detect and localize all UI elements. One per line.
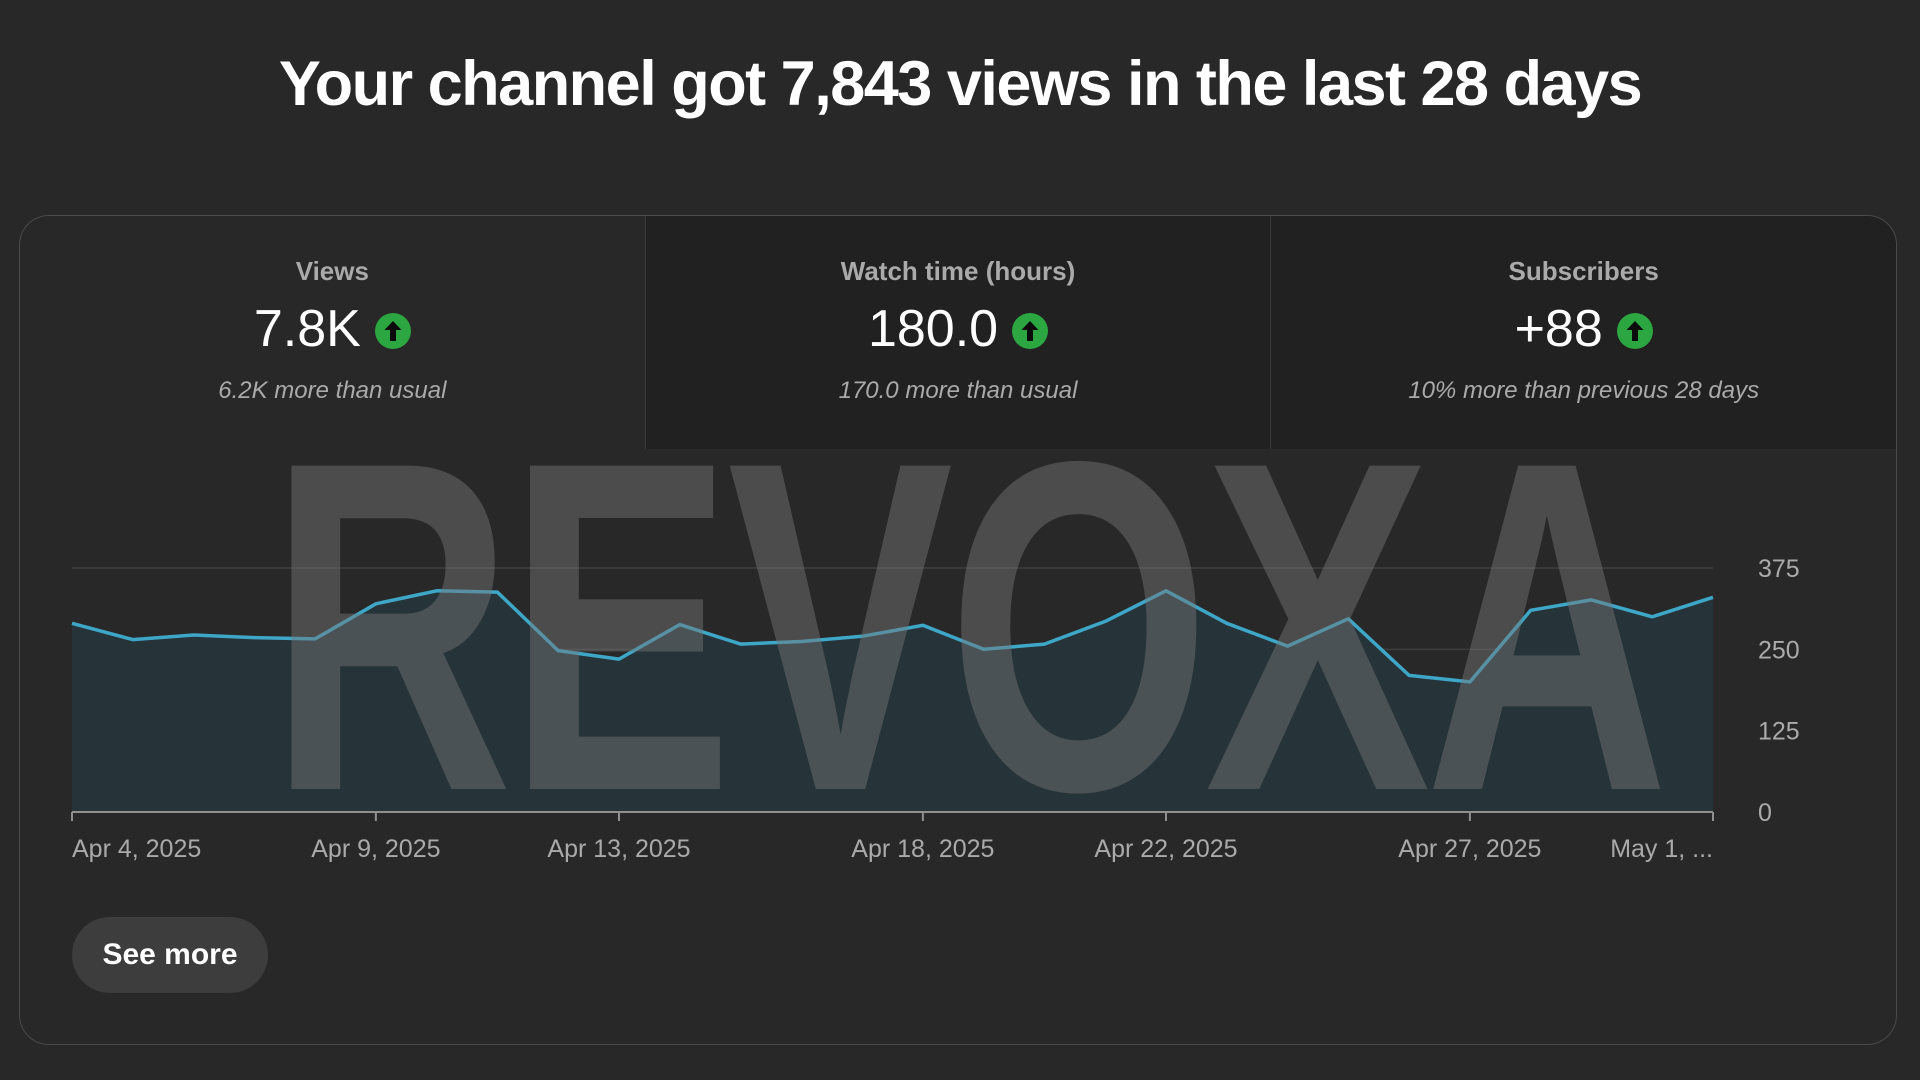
arrow-up-icon (1012, 313, 1049, 349)
views-label: Views (295, 256, 369, 286)
x-tick-label: Apr 9, 2025 (311, 835, 440, 863)
watch-time-value: 180.0 (867, 300, 999, 358)
arrow-up-icon (1616, 313, 1653, 349)
x-tick-label: Apr 4, 2025 (72, 835, 201, 863)
x-tick-label: Apr 13, 2025 (547, 835, 690, 863)
views-value: 7.8K (253, 300, 361, 358)
x-tick-label: Apr 22, 2025 (1094, 835, 1237, 863)
x-tick-label: Apr 27, 2025 (1398, 835, 1541, 863)
y-tick-label: 0 (1758, 799, 1772, 827)
series-line (71, 589, 1714, 684)
subscribers-note: 10% more than previous 28 days (1408, 377, 1760, 404)
watch-time-note: 170.0 more than usual (838, 377, 1078, 404)
y-tick-label: 125 (1758, 718, 1800, 746)
see-more-button[interactable]: See more (72, 917, 268, 993)
x-tick-label: Apr 18, 2025 (851, 835, 994, 863)
views-note: 6.2K more than usual (218, 377, 447, 404)
arrow-up-icon (374, 313, 411, 349)
y-tick-label: 375 (1758, 555, 1800, 583)
y-tick-label: 250 (1758, 636, 1800, 664)
tab-views[interactable]: Views 7.8K 6.2K more than usual (20, 216, 646, 449)
metric-tabs: Views 7.8K 6.2K more than usual Watch ti… (20, 216, 1896, 449)
subscribers-value: +88 (1514, 300, 1603, 358)
x-tick-label: May 1, ... (1610, 835, 1713, 863)
tab-subscribers[interactable]: Subscribers +88 10% more than previous 2… (1271, 216, 1896, 449)
page-title: Your channel got 7,843 views in the last… (278, 49, 1643, 119)
tab-watch-time[interactable]: Watch time (hours) 180.0 170.0 more than… (645, 216, 1272, 449)
series-area (72, 590, 1713, 812)
subscribers-label: Subscribers (1508, 256, 1659, 286)
watch-time-label: Watch time (hours) (840, 256, 1076, 286)
